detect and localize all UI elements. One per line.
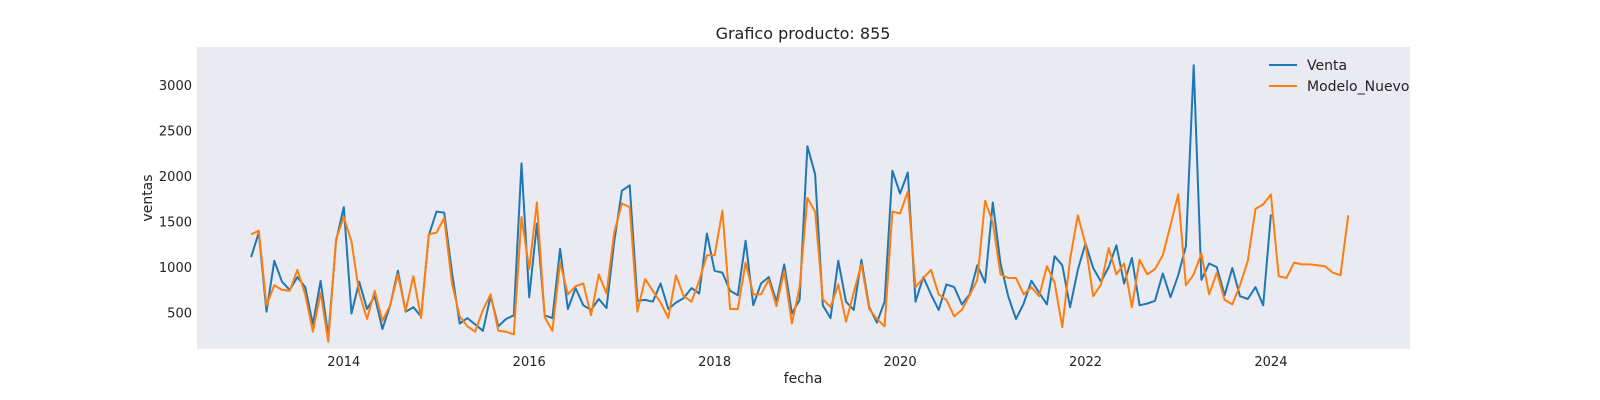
- x-tick-label: 2014: [327, 355, 360, 370]
- series-layer: [250, 64, 1350, 343]
- x-tick-label: 2016: [513, 355, 546, 370]
- y-tick-label: 2500: [159, 125, 192, 140]
- legend-label-modelo-nuevo: Modelo_Nuevo: [1307, 79, 1409, 95]
- x-tick-labels: 2014 2016 2018 2020 2022 2024: [327, 355, 1287, 370]
- x-tick-label: 2022: [1069, 355, 1102, 370]
- chart-title: Grafico producto: 855: [716, 24, 891, 43]
- legend: Venta Modelo_Nuevo: [1269, 58, 1409, 95]
- y-tick-label: 2000: [159, 170, 192, 185]
- x-tick-label: 2020: [884, 355, 917, 370]
- y-tick-label: 3000: [159, 79, 192, 94]
- y-tick-label: 500: [167, 307, 192, 322]
- legend-label-venta: Venta: [1307, 58, 1347, 74]
- series-line-modelo-nuevo: [250, 190, 1350, 343]
- plot-area: [197, 47, 1410, 349]
- y-tick-label: 1000: [159, 261, 192, 276]
- x-tick-label: 2024: [1254, 355, 1287, 370]
- y-tick-labels: 500 1000 1500 2000 2500 3000: [159, 79, 192, 321]
- x-tick-label: 2018: [698, 355, 731, 370]
- x-axis-title: fecha: [784, 371, 823, 387]
- y-axis-title: ventas: [140, 174, 156, 221]
- y-tick-label: 1500: [159, 216, 192, 231]
